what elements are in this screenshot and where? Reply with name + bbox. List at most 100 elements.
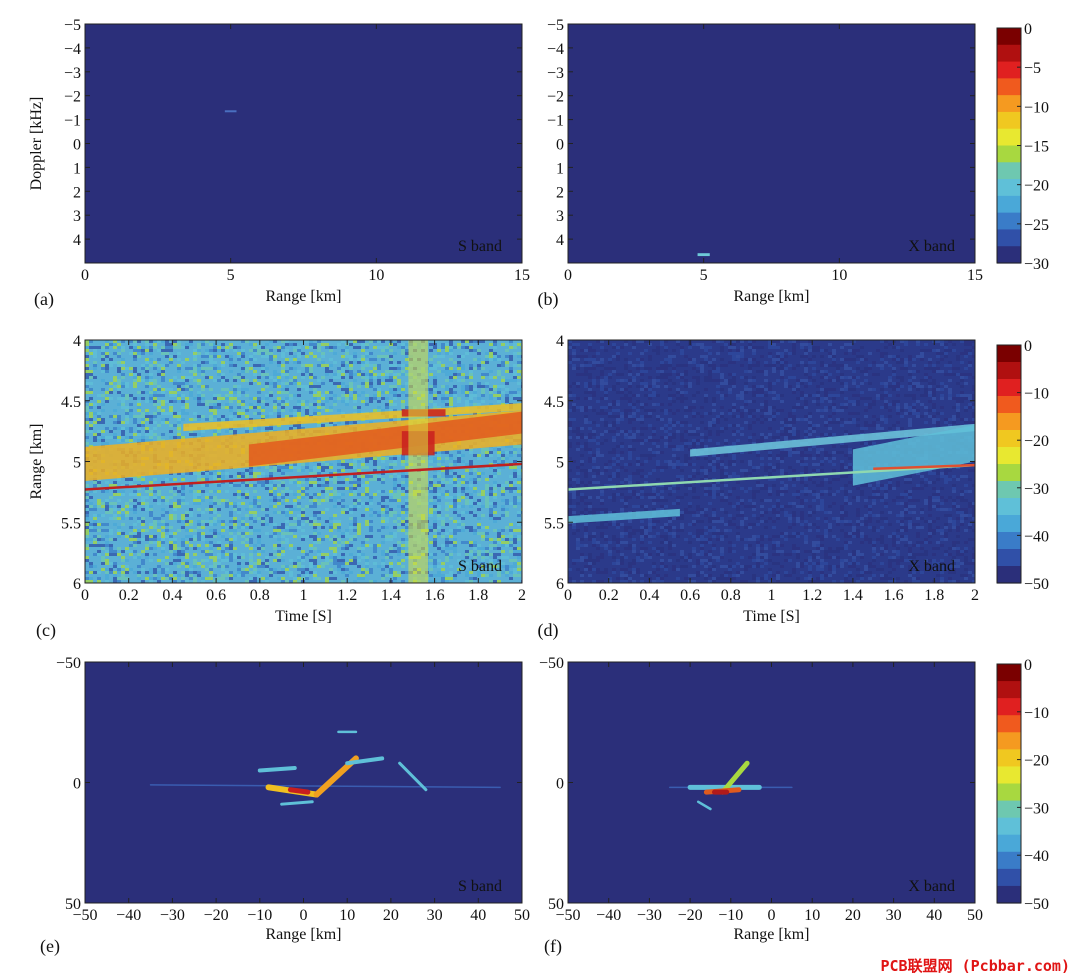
y-tick-label: −3: [547, 65, 564, 82]
heatmap-feature: [568, 463, 975, 491]
y-tick-label: −4: [64, 41, 81, 58]
x-tick-label: 0.6: [680, 587, 700, 604]
x-tick-label: −50: [555, 907, 580, 924]
colorbar-cb2: 0 −10 −20 −30 −40 −50: [996, 338, 1049, 593]
x-tick-label: 1: [300, 587, 308, 604]
colorbar-tick-label: −20: [1024, 753, 1049, 770]
y-tick-label: −3: [64, 65, 81, 82]
y-tick-label: 1: [556, 160, 564, 177]
x-axis-label: Time [S]: [275, 608, 332, 625]
x-tick-label: −10: [247, 907, 272, 924]
y-tick-label: 0: [556, 137, 564, 154]
colorbar-swatch: [997, 447, 1021, 465]
colorbar-swatch: [997, 162, 1021, 180]
x-tick-label: 1.4: [381, 587, 401, 604]
colorbar-tick-label: −15: [1024, 139, 1049, 156]
colorbar-swatch: [997, 345, 1021, 363]
x-axis-label: Range [km]: [734, 926, 810, 943]
x-tick-label: −20: [678, 907, 703, 924]
colorbar-swatch: [997, 78, 1021, 96]
x-tick-label: 0.6: [206, 587, 226, 604]
heatmap-background: [85, 662, 522, 903]
colorbar-swatch: [997, 212, 1021, 231]
heatmap-feature: [248, 411, 522, 467]
x-tick-label: 10: [339, 907, 355, 924]
y-tick-label: 4: [73, 333, 81, 350]
colorbar-swatch: [997, 698, 1021, 716]
colorbar-frame: [996, 663, 1022, 904]
colorbar-tick-label: 0: [1024, 657, 1032, 674]
heatmap-feature: [568, 508, 680, 524]
x-tick-label: −10: [718, 907, 743, 924]
x-tick-label: 0.8: [250, 587, 270, 604]
x-tick-label: 1.8: [468, 587, 488, 604]
colorbar-tick-label: −10: [1024, 386, 1049, 403]
colorbar-tick-label: −50: [1024, 896, 1049, 913]
x-tick-label: 20: [845, 907, 861, 924]
colorbar-swatch: [997, 111, 1021, 130]
x-axis-label: Range [km]: [734, 288, 810, 305]
colorbar-swatch: [997, 44, 1021, 63]
colorbar-tick-label: −20: [1024, 433, 1049, 450]
colorbar-swatch: [997, 800, 1021, 819]
x-tick-label: −40: [596, 907, 621, 924]
panel-c: 0 0.2 0.4 0.6 0.8 1 1.2 1.4 1.6 1.8 2 4 4.5 5 5.5 6 S ba…: [28, 333, 526, 641]
colorbar-swatch: [997, 834, 1021, 853]
heatmap-feature: [720, 760, 750, 795]
colorbar-swatch: [997, 532, 1021, 550]
colorbar-tick-label: −30: [1024, 481, 1049, 498]
colorbar-swatch: [997, 362, 1021, 380]
colorbar-swatch: [997, 515, 1021, 533]
x-tick-label: −40: [116, 907, 141, 924]
x-tick-label: −50: [72, 907, 97, 924]
colorbar-tick-label: −10: [1024, 99, 1049, 116]
x-tick-label: 1.4: [843, 587, 863, 604]
colorbar-swatch: [997, 817, 1021, 836]
x-tick-label: −30: [160, 907, 185, 924]
heatmap-feature: [257, 766, 297, 773]
y-tick-label: 0: [73, 137, 81, 154]
colorbar-swatch: [997, 498, 1021, 516]
panel-d: 0 0.2 0.4 0.6 0.8 1 1.2 1.4 1.6 1.8 2 4 4.5 5 5.5 6 X ba…: [538, 333, 980, 641]
colorbar-swatch: [997, 413, 1021, 431]
x-tick-label: 1: [768, 587, 776, 604]
watermark: PCB联盟网 (Pcbbar.com): [880, 957, 1071, 975]
colorbar-swatch: [997, 851, 1021, 870]
colorbar-swatch: [997, 549, 1021, 567]
heatmap-feature: [690, 423, 975, 457]
heatmap-feature: [697, 253, 710, 257]
colorbar-tick-label: −30: [1024, 800, 1049, 817]
x-tick-label: −30: [637, 907, 662, 924]
colorbar-swatch: [997, 715, 1021, 733]
colorbar-swatch: [997, 481, 1021, 499]
plot-area-e: [85, 662, 522, 903]
x-tick-label: 15: [967, 267, 983, 284]
heatmap-feature: [280, 800, 314, 806]
y-tick-label: −5: [64, 17, 81, 34]
y-tick-label: 1: [73, 160, 81, 177]
y-tick-label: −4: [547, 41, 564, 58]
x-tick-label: 0: [768, 907, 776, 924]
colorbar-swatch: [997, 783, 1021, 802]
x-tick-label: 2: [518, 587, 526, 604]
x-tick-label: 5: [700, 267, 708, 284]
x-tick-label: 30: [886, 907, 902, 924]
heatmap-feature: [408, 340, 429, 583]
band-label: X band: [908, 558, 955, 575]
y-tick-label: −50: [539, 655, 564, 672]
x-tick-label: 20: [383, 907, 399, 924]
y-tick-label: −2: [547, 89, 564, 106]
colorbar-cb3: 0 −10 −20 −30 −40 −50: [996, 657, 1049, 913]
x-tick-label: 0: [81, 267, 89, 284]
x-tick-label: 15: [514, 267, 530, 284]
y-tick-label: −1: [64, 113, 81, 130]
x-tick-label: 0: [300, 907, 308, 924]
x-tick-label: 0.2: [119, 587, 139, 604]
panel-label: (e): [40, 936, 60, 957]
band-label: X band: [908, 878, 955, 895]
colorbar-cb1: 0 −5 −10 −15 −20 −25 −30: [996, 21, 1049, 273]
x-tick-label: −20: [204, 907, 229, 924]
colorbar-swatch: [997, 229, 1021, 247]
